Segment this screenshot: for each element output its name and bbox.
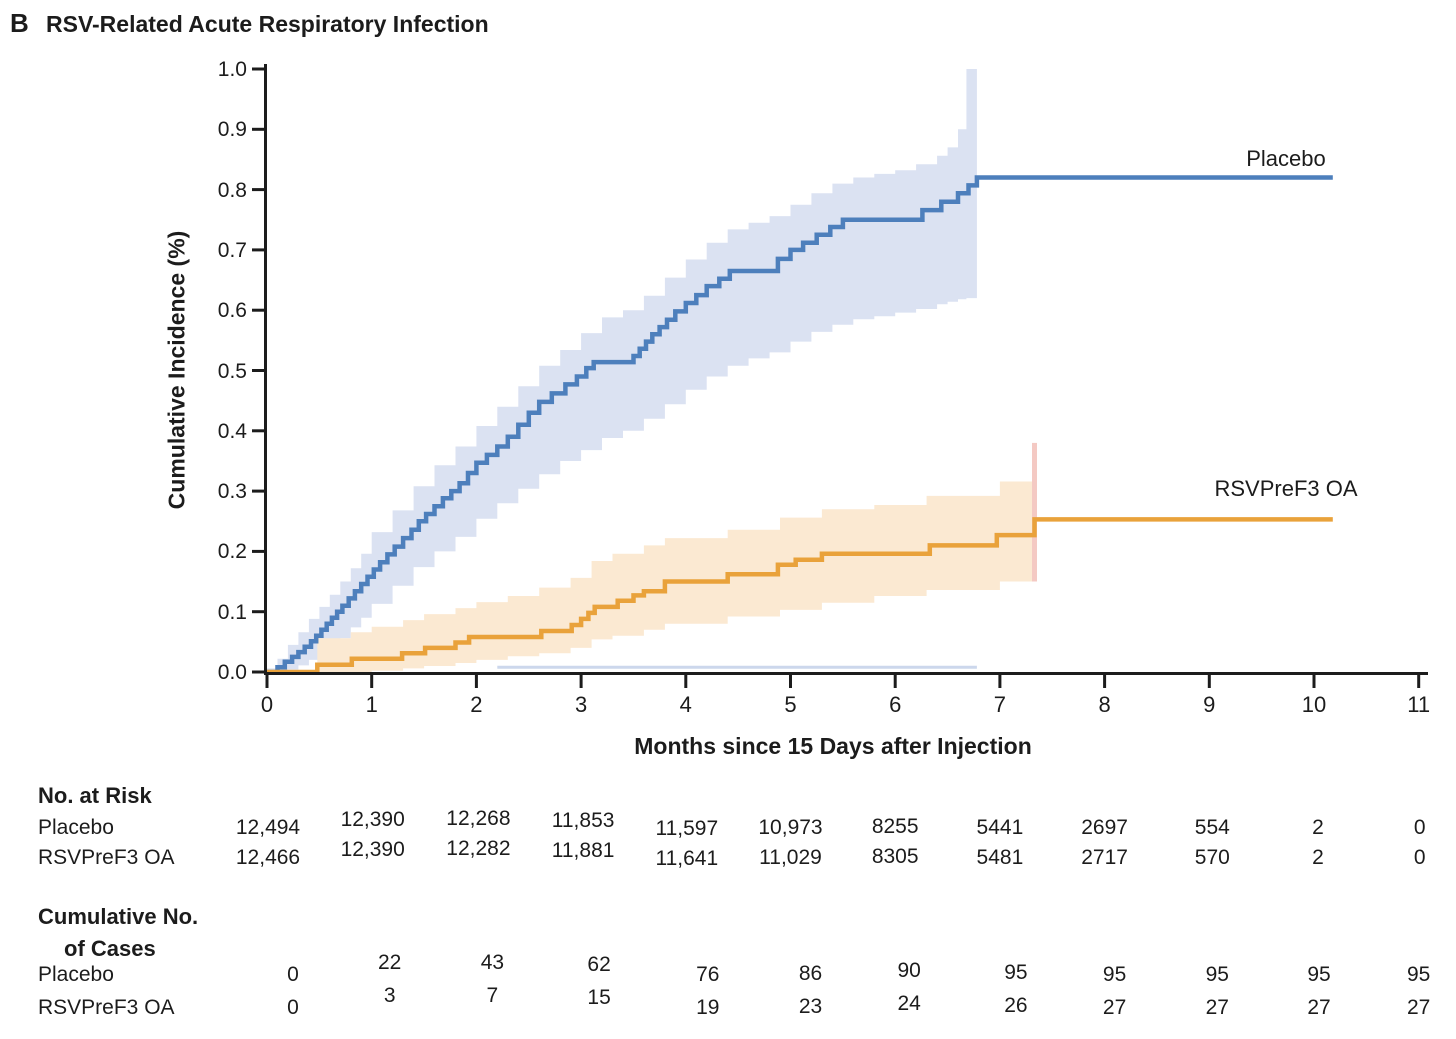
row-label: Placebo bbox=[38, 963, 114, 986]
cases-cell: 95 bbox=[1004, 961, 1028, 984]
row-label: RSVPreF3 OA bbox=[38, 846, 175, 869]
cases-cell: 23 bbox=[798, 995, 823, 1018]
panel-letter: B bbox=[10, 8, 29, 38]
x-tick-label: 11 bbox=[1407, 692, 1431, 717]
cases-cell: 90 bbox=[897, 959, 921, 982]
risk-cell: 10,973 bbox=[758, 816, 823, 839]
y-tick-label: 0.0 bbox=[217, 661, 247, 684]
risk-cell: 12,390 bbox=[340, 808, 405, 831]
y-tick-label: 0.1 bbox=[217, 600, 247, 624]
risk-cell: 2717 bbox=[1081, 846, 1128, 869]
cases-cell: 62 bbox=[587, 953, 611, 976]
cases-cell: 95 bbox=[1407, 963, 1431, 986]
x-tick-label: 8 bbox=[1098, 692, 1111, 717]
x-tick-label: 5 bbox=[784, 692, 797, 717]
cases-cell: 76 bbox=[696, 963, 720, 986]
y-tick-label: 0.7 bbox=[217, 238, 247, 262]
risk-cell: 8255 bbox=[871, 815, 919, 838]
risk-cell: 11,641 bbox=[655, 847, 719, 870]
risk-cell: 12,494 bbox=[235, 816, 301, 839]
x-tick-label: 7 bbox=[993, 692, 1007, 717]
censor-interval-bar bbox=[1032, 442, 1037, 582]
risk-cell: 8305 bbox=[871, 845, 919, 868]
y-tick-label: 0.4 bbox=[217, 419, 247, 443]
risk-cell: 11,853 bbox=[551, 809, 615, 832]
risk-cell: 5441 bbox=[976, 816, 1024, 839]
risk-cell: 2 bbox=[1312, 846, 1324, 869]
cases-cell: 7 bbox=[486, 984, 499, 1007]
y-tick-label: 0.9 bbox=[217, 118, 247, 142]
rsvpref3-confidence-band bbox=[317, 471, 1035, 672]
risk-cell: 0 bbox=[1413, 846, 1426, 869]
cases-cell: 19 bbox=[696, 996, 720, 1019]
y-axis-title: Cumulative Incidence (%) bbox=[163, 230, 190, 510]
cases-cell: 24 bbox=[897, 992, 921, 1015]
y-tick-label: 0.8 bbox=[217, 178, 247, 202]
x-tick-label: 3 bbox=[574, 692, 588, 717]
x-axis-title: Months since 15 Days after Injection bbox=[634, 733, 1032, 759]
cases-cell: 27 bbox=[1102, 996, 1127, 1019]
x-tick-label: 9 bbox=[1203, 692, 1216, 717]
cases-cell: 95 bbox=[1307, 963, 1331, 986]
x-tick-label: 0 bbox=[260, 692, 274, 717]
risk-cell: 11,881 bbox=[551, 839, 615, 862]
cases-cell: 27 bbox=[1205, 996, 1229, 1019]
risk-cell: 12,390 bbox=[340, 838, 405, 861]
panel-title: RSV-Related Acute Respiratory Infection bbox=[46, 11, 489, 37]
x-tick-label: 6 bbox=[889, 692, 902, 717]
risk-cell: 11,597 bbox=[655, 817, 719, 840]
risk-cell: 11,029 bbox=[759, 846, 822, 869]
risk-cell: 5481 bbox=[976, 846, 1024, 869]
cases-cell: 86 bbox=[798, 962, 823, 985]
risk-cell: 12,466 bbox=[235, 846, 301, 869]
cases-cell: 26 bbox=[1004, 994, 1028, 1017]
risk-cell: 570 bbox=[1194, 846, 1230, 869]
risk-cell: 2 bbox=[1312, 816, 1324, 839]
y-tick-label: 0.3 bbox=[217, 480, 247, 504]
y-tick-label: 0.6 bbox=[217, 299, 247, 323]
row-label: Placebo bbox=[38, 816, 114, 839]
x-tick-label: 1 bbox=[365, 692, 378, 717]
cases-cell: 15 bbox=[587, 986, 611, 1009]
y-tick-label: 0.2 bbox=[217, 540, 247, 564]
placebo-curve bbox=[267, 175, 1333, 675]
risk-cell: 554 bbox=[1194, 816, 1230, 839]
cases-cell: 0 bbox=[287, 963, 299, 986]
x-tick-label: 2 bbox=[470, 692, 483, 717]
cases-table-header-line2: of Cases bbox=[64, 936, 156, 961]
cases-cell: 0 bbox=[287, 996, 299, 1019]
cases-table-header-line1: Cumulative No. bbox=[38, 904, 199, 929]
y-tick-label: 1.0 bbox=[217, 58, 247, 81]
cases-cell: 95 bbox=[1205, 963, 1229, 986]
cases-cell: 43 bbox=[480, 951, 505, 974]
risk-cell: 12,282 bbox=[446, 837, 511, 860]
y-tick-label: 0.5 bbox=[217, 359, 247, 383]
series-label-rsvpref3-oa: RSVPreF3 OA bbox=[1214, 476, 1358, 501]
cases-cell: 3 bbox=[383, 984, 396, 1007]
risk-table-header: No. at Risk bbox=[38, 783, 152, 808]
x-tick-label: 4 bbox=[679, 692, 692, 717]
risk-cell: 2697 bbox=[1081, 816, 1128, 839]
placebo-confidence-band bbox=[267, 69, 977, 672]
x-tick-label: 10 bbox=[1301, 692, 1327, 717]
risk-cell: 0 bbox=[1413, 816, 1426, 839]
series-label-placebo: Placebo bbox=[1246, 146, 1326, 171]
rsvpref3-curve bbox=[267, 517, 1333, 675]
row-label: RSVPreF3 OA bbox=[38, 996, 175, 1019]
cases-cell: 27 bbox=[1407, 996, 1431, 1019]
cases-cell: 95 bbox=[1102, 963, 1127, 986]
cases-cell: 27 bbox=[1307, 996, 1331, 1019]
risk-cell: 12,268 bbox=[446, 807, 511, 830]
cases-cell: 22 bbox=[378, 951, 402, 974]
